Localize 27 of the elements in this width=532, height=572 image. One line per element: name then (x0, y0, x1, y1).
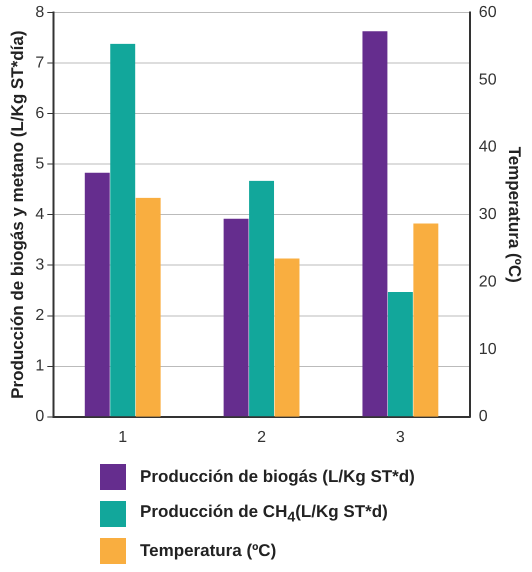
y-tick-label: 3 (35, 256, 44, 274)
y2-axis-title: Temperatura (ºC) (505, 146, 524, 283)
y-tick-label: 0 (35, 408, 44, 426)
y-tick-label: 4 (35, 206, 44, 224)
y-tick-label: 5 (35, 156, 44, 173)
legend-label: Temperatura (ºC) (140, 540, 276, 560)
y2-tick-label: 50 (478, 71, 497, 88)
x-tick-label: 2 (257, 428, 266, 446)
y-tick-label: 6 (35, 105, 44, 122)
y-tick-label: 8 (35, 4, 44, 22)
y-tick-label: 7 (35, 54, 44, 72)
y-axis-title: Producción de biogás y metano (L/Kg ST*día) (8, 30, 27, 399)
y-tick-label: 2 (35, 307, 44, 324)
y2-tick-label: 0 (478, 408, 488, 426)
y2-tick-label: 10 (478, 340, 497, 358)
bar (84, 172, 110, 416)
y2-tick-label: 60 (478, 4, 497, 22)
legend-label: Producción de biogás (L/Kg ST*d) (140, 466, 415, 486)
x-tick-label: 1 (118, 428, 128, 446)
y-tick-label: 1 (35, 358, 44, 375)
bar (224, 218, 249, 416)
y2-tick-label: 20 (478, 273, 497, 290)
bar (362, 31, 388, 416)
x-tick-label: 3 (396, 428, 405, 446)
legend-label: Producción de CH$_{4}$(L/Kg ST*d) (140, 502, 388, 526)
y2-tick-label: 40 (478, 138, 497, 156)
y2-tick-label: 30 (478, 206, 497, 224)
